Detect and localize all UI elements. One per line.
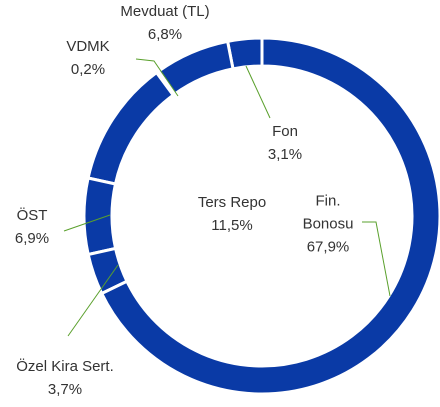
segment-label: Mevduat (TL) 6,8% <box>120 0 209 46</box>
segment-label: Ters Repo 11,5% <box>198 191 266 237</box>
leader-line <box>63 214 111 232</box>
category-label: Özel Kira Sert. <box>16 358 114 375</box>
leader-line <box>245 65 271 119</box>
category-label: Ters Repo <box>197 194 267 211</box>
segment-label: Fin. Bonosu 67,9% <box>298 190 358 259</box>
category-label: Fin. Bonosu <box>302 192 354 233</box>
value-label: 11,5% <box>211 217 253 234</box>
leader-line <box>135 58 179 97</box>
value-label: 3,7% <box>47 381 83 398</box>
segment-label: ÖST 6,9% <box>15 204 49 250</box>
category-label: Fon <box>272 123 298 140</box>
value-label: 6,9% <box>14 230 50 247</box>
donut-segment <box>156 39 235 97</box>
segment-label: VDMK 0,2% <box>66 35 109 81</box>
leader-line <box>67 264 119 337</box>
donut-segment <box>86 70 176 186</box>
value-label: 3,1% <box>267 146 303 163</box>
leader-line <box>362 221 391 297</box>
donut-segment <box>86 246 129 296</box>
segment-label: Fon 3,1% <box>268 120 302 166</box>
donut-segment <box>82 176 118 257</box>
category-label: ÖST <box>16 207 48 224</box>
value-label: 67,9% <box>306 238 350 256</box>
donut-segment <box>99 36 440 396</box>
category-label: VDMK <box>66 38 110 55</box>
value-label: 6,8% <box>147 26 183 43</box>
segment-label: Özel Kira Sert. 3,7% <box>16 355 114 401</box>
category-label: Mevduat (TL) <box>120 3 210 20</box>
value-label: 0,2% <box>70 61 106 78</box>
leader-lines <box>63 58 391 337</box>
